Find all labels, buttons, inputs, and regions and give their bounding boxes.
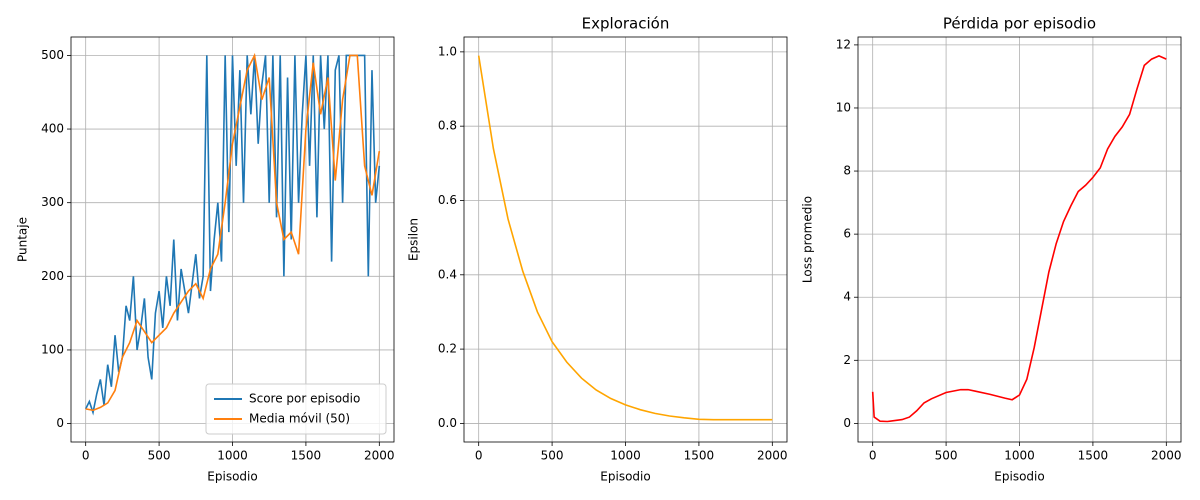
plot-frame [857,36,1182,443]
x-tick-label: 500 [935,449,958,463]
x-tick-label: 2000 [1151,449,1182,463]
x-axis-label: Episodio [994,470,1044,484]
y-tick-label: 0.4 [438,267,457,281]
plot-frame [463,36,788,443]
x-tick-label: 1000 [610,449,641,463]
subplot: 0 500 1000 1500 2000 0 100 200 300 400 500 Episodio… [16,36,395,484]
chart-title: Pérdida por episodio [943,15,1096,33]
y-tick-label: 0.0 [438,416,457,430]
y-tick-label: 200 [41,269,64,283]
chart-title: Exploración [582,15,670,33]
y-tick-label: 300 [41,195,64,209]
x-tick-label: 1000 [217,449,248,463]
y-tick-label: 10 [836,100,851,114]
y-tick-label: 2 [843,353,851,367]
series-line [85,52,381,412]
x-tick-label: 1500 [291,449,322,463]
x-tick-label: 1500 [684,449,715,463]
legend-box [205,383,387,435]
y-tick-label: 8 [843,164,851,178]
legend-label: Score por episodio [249,392,360,406]
x-tick-label: 500 [148,449,171,463]
y-axis-label: Loss promedio [801,196,815,283]
y-tick-label: 0.2 [438,342,457,356]
y-tick-label: 4 [843,290,851,304]
y-tick-label: 12 [836,37,851,51]
y-tick-label: 0.6 [438,193,457,207]
x-axis-label: Episodio [600,470,650,484]
x-tick-label: 500 [541,449,564,463]
y-tick-label: 6 [843,227,851,241]
y-tick-label: 1.0 [438,44,457,58]
x-tick-label: 2000 [757,449,788,463]
series-line [871,55,1167,423]
legend-label: Media móvil (50) [249,412,350,426]
x-tick-label: 0 [475,449,483,463]
y-tick-label: 0 [56,416,64,430]
y-axis-label: Epsilon [407,218,421,261]
x-tick-label: 2000 [364,449,395,463]
legend: Score por episodio Media móvil (50) [205,383,387,435]
x-tick-label: 1500 [1078,449,1109,463]
x-tick-label: 0 [869,449,877,463]
x-tick-label: 1000 [1004,449,1035,463]
series-line [84,54,381,416]
x-axis-label: Episodio [207,470,257,484]
y-axis-label: Puntaje [16,217,30,262]
series-line [477,55,773,421]
subplot: 0 500 1000 1500 2000 0 2 4 6 8 10 12 Pérdida por epi… [801,15,1182,484]
y-tick-label: 500 [41,48,64,62]
y-tick-label: 400 [41,122,64,136]
y-tick-label: 0 [843,416,851,430]
y-tick-label: 100 [41,342,64,356]
x-tick-label: 0 [82,449,90,463]
plot-frame [70,36,395,443]
y-tick-label: 0.8 [438,119,457,133]
subplot: 0 500 1000 1500 2000 0.0 0.2 0.4 0.6 0.8 1.0 Explor… [407,15,788,484]
